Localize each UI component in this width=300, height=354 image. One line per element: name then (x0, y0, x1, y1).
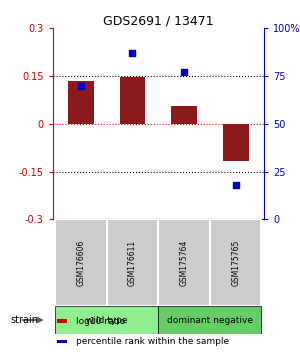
Text: GSM176611: GSM176611 (128, 240, 137, 286)
Text: dominant negative: dominant negative (167, 315, 253, 325)
Text: wild type: wild type (86, 315, 128, 325)
Bar (210, 219, 261, 306)
Bar (120, 77, 146, 124)
Text: percentile rank within the sample: percentile rank within the sample (76, 337, 229, 346)
Bar (158, 306, 261, 334)
Bar (57, 340, 67, 343)
Bar (55, 219, 107, 306)
Bar (55, 306, 158, 334)
Point (182, 69, 186, 75)
Title: GDS2691 / 13471: GDS2691 / 13471 (103, 14, 214, 27)
Text: GSM175764: GSM175764 (179, 240, 188, 286)
Bar (107, 219, 158, 306)
Point (130, 50, 135, 56)
Bar (223, 124, 248, 161)
Point (79, 83, 83, 88)
Bar (171, 106, 197, 124)
Text: GSM175765: GSM175765 (231, 240, 240, 286)
Point (233, 182, 238, 188)
Text: log10 ratio: log10 ratio (76, 316, 125, 326)
Text: GSM176606: GSM176606 (76, 240, 85, 286)
Text: strain: strain (11, 315, 38, 325)
Bar (68, 81, 94, 124)
Bar (57, 319, 67, 323)
Bar (158, 219, 210, 306)
